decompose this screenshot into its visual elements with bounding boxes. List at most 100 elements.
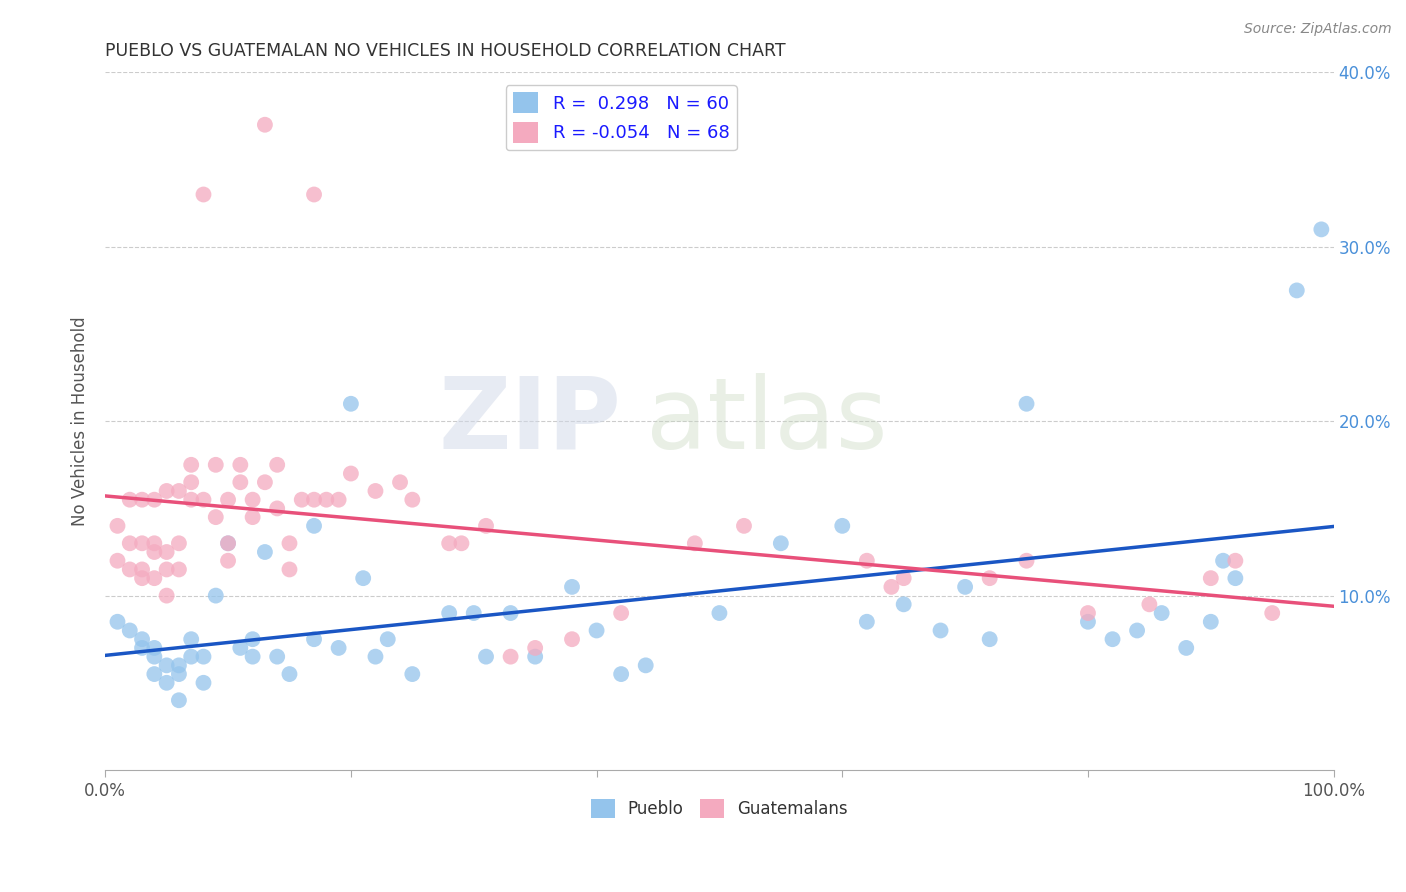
Point bbox=[167, 562, 190, 576]
Point bbox=[229, 475, 252, 490]
Point bbox=[266, 649, 288, 664]
Point bbox=[118, 562, 141, 576]
Y-axis label: No Vehicles in Household: No Vehicles in Household bbox=[72, 317, 89, 526]
Point bbox=[1225, 554, 1247, 568]
Point bbox=[217, 536, 239, 550]
Point bbox=[610, 606, 633, 620]
Point bbox=[561, 632, 583, 647]
Point bbox=[893, 571, 915, 585]
Point bbox=[1015, 397, 1038, 411]
Point bbox=[302, 187, 325, 202]
Point bbox=[437, 606, 460, 620]
Point bbox=[180, 492, 202, 507]
Point bbox=[242, 649, 264, 664]
Point bbox=[143, 571, 166, 585]
Point bbox=[143, 536, 166, 550]
Point bbox=[352, 571, 374, 585]
Point bbox=[278, 667, 301, 681]
Point bbox=[856, 554, 879, 568]
Text: atlas: atlas bbox=[645, 373, 887, 470]
Point bbox=[204, 589, 226, 603]
Point bbox=[364, 649, 387, 664]
Point bbox=[893, 597, 915, 611]
Point bbox=[302, 632, 325, 647]
Point bbox=[524, 640, 547, 655]
Point bbox=[167, 667, 190, 681]
Point bbox=[131, 562, 153, 576]
Point bbox=[253, 545, 276, 559]
Point bbox=[253, 118, 276, 132]
Point bbox=[278, 536, 301, 550]
Point bbox=[524, 649, 547, 664]
Point bbox=[401, 667, 423, 681]
Point bbox=[499, 649, 522, 664]
Point bbox=[180, 458, 202, 472]
Point bbox=[167, 536, 190, 550]
Point bbox=[107, 554, 129, 568]
Point bbox=[193, 649, 215, 664]
Point bbox=[266, 458, 288, 472]
Point bbox=[107, 519, 129, 533]
Point bbox=[475, 649, 498, 664]
Point bbox=[561, 580, 583, 594]
Point bbox=[131, 632, 153, 647]
Point bbox=[143, 492, 166, 507]
Point bbox=[880, 580, 903, 594]
Point bbox=[242, 632, 264, 647]
Point bbox=[118, 492, 141, 507]
Point bbox=[475, 519, 498, 533]
Point bbox=[340, 397, 363, 411]
Point bbox=[193, 187, 215, 202]
Point bbox=[193, 492, 215, 507]
Point bbox=[217, 492, 239, 507]
Point bbox=[291, 492, 314, 507]
Point bbox=[634, 658, 657, 673]
Point bbox=[401, 492, 423, 507]
Point bbox=[253, 475, 276, 490]
Point bbox=[1199, 615, 1222, 629]
Point bbox=[156, 589, 179, 603]
Point bbox=[167, 693, 190, 707]
Point bbox=[499, 606, 522, 620]
Point bbox=[131, 492, 153, 507]
Point bbox=[143, 545, 166, 559]
Point bbox=[156, 562, 179, 576]
Point bbox=[167, 483, 190, 498]
Point bbox=[156, 545, 179, 559]
Point bbox=[143, 640, 166, 655]
Point bbox=[204, 510, 226, 524]
Point bbox=[266, 501, 288, 516]
Point bbox=[107, 615, 129, 629]
Point bbox=[156, 483, 179, 498]
Text: Source: ZipAtlas.com: Source: ZipAtlas.com bbox=[1244, 22, 1392, 37]
Point bbox=[1077, 606, 1099, 620]
Point bbox=[217, 554, 239, 568]
Point bbox=[118, 536, 141, 550]
Point bbox=[610, 667, 633, 681]
Point bbox=[1225, 571, 1247, 585]
Point bbox=[979, 571, 1001, 585]
Text: ZIP: ZIP bbox=[439, 373, 621, 470]
Point bbox=[1137, 597, 1160, 611]
Point bbox=[1150, 606, 1173, 620]
Point bbox=[450, 536, 472, 550]
Point bbox=[193, 675, 215, 690]
Point bbox=[1126, 624, 1149, 638]
Point bbox=[229, 458, 252, 472]
Legend: Pueblo, Guatemalans: Pueblo, Guatemalans bbox=[585, 792, 855, 824]
Point bbox=[278, 562, 301, 576]
Point bbox=[733, 519, 755, 533]
Point bbox=[856, 615, 879, 629]
Point bbox=[831, 519, 853, 533]
Point bbox=[302, 519, 325, 533]
Point bbox=[1212, 554, 1234, 568]
Point bbox=[143, 649, 166, 664]
Point bbox=[1015, 554, 1038, 568]
Point bbox=[328, 640, 350, 655]
Point bbox=[143, 667, 166, 681]
Point bbox=[118, 624, 141, 638]
Point bbox=[204, 458, 226, 472]
Point bbox=[180, 475, 202, 490]
Point bbox=[328, 492, 350, 507]
Point bbox=[769, 536, 792, 550]
